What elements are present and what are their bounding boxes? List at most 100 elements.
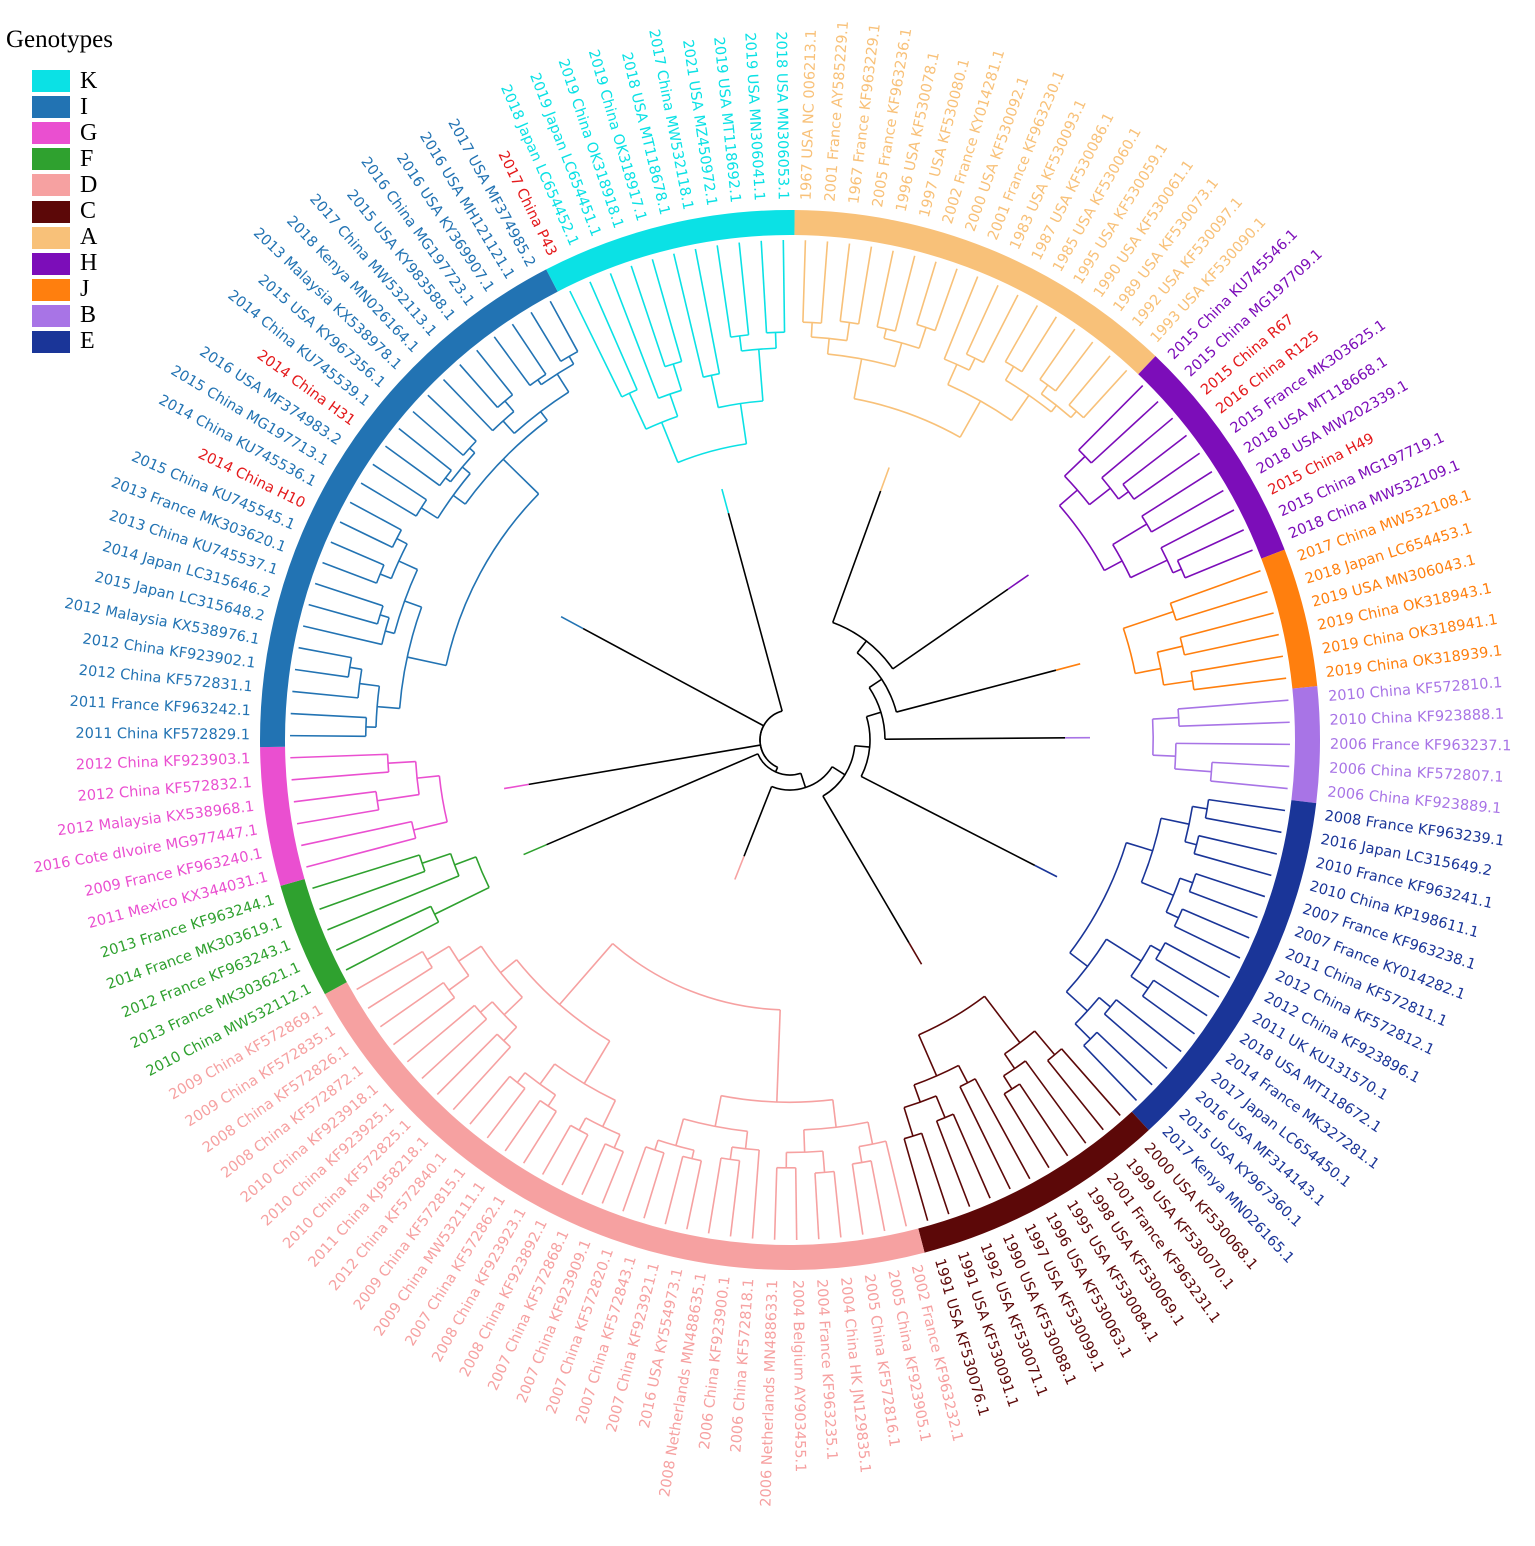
branch-line [1010,394,1030,421]
branch-arc [720,1157,740,1162]
branch-arc [509,1075,526,1090]
branch-line [1172,568,1182,574]
branch-arc [524,1072,556,1096]
branch-line [654,1139,659,1151]
branch-line [504,1100,541,1152]
branch-line [968,357,976,371]
branch-arc [858,1140,887,1148]
legend-item: K [6,68,113,94]
branch-line [1039,328,1076,380]
branch-line [1047,1060,1104,1131]
branch-line [426,945,450,961]
branch-line [1101,417,1174,479]
legend-swatch [32,330,70,353]
branch-arc [445,493,540,666]
branch-line [822,1151,826,1173]
branch-arc [1165,877,1181,913]
branch-line [1184,840,1197,846]
branch-line [452,494,466,505]
branch-line [1152,754,1176,757]
backbone-line [528,744,761,786]
branch-line [1130,975,1149,989]
branch-line [694,248,721,374]
branch-line [479,1001,493,1013]
legend-title: Genotypes [6,26,113,53]
branch-arc [966,353,984,364]
legend-item: G [6,120,113,146]
backbone-line [884,737,1065,741]
branch-line [349,666,362,671]
branch-line [516,1072,526,1083]
clade-stem [879,467,890,492]
branch-arc [658,389,682,400]
branch-line [339,521,393,549]
branch-line [832,1099,837,1128]
branch-line [367,966,433,1010]
band-segment-J [1261,549,1318,689]
branch-line [1210,780,1288,790]
branch-line [1074,1023,1091,1040]
branch-line [1122,434,1188,485]
branch-line [803,1129,806,1153]
legend-swatch [32,226,70,249]
branch-line [294,668,349,678]
branch-line [476,349,514,396]
branch-line [1179,877,1193,884]
branch-line [1177,529,1245,562]
branch-line [335,905,432,951]
branch-arc [840,320,859,325]
branch-line [686,1160,703,1230]
branch-arc [1122,483,1135,500]
legend-swatch [32,96,70,119]
branch-line [870,1160,886,1232]
branch-line [427,394,477,442]
branch-arc [1130,944,1152,977]
branch-line [412,410,464,456]
branch-line [857,246,873,325]
branch-line [549,300,579,352]
band-segment-C [918,1111,1149,1253]
branch-line [1180,612,1274,639]
branch-arc [645,415,678,430]
branch-line [1068,355,1111,406]
branch-arc [414,761,420,795]
branch-line [1175,742,1290,746]
branch-line [392,997,456,1046]
branch-line [1065,991,1088,1012]
branch-line [349,501,402,531]
legend-item: F [6,146,113,172]
branch-line [628,392,647,430]
leaf-label: 1967 USA NC 006213.1 [799,29,820,200]
branch-arc [529,373,547,387]
branch-line [589,281,638,391]
legend-label: F [80,145,94,172]
branch-arc [357,669,363,698]
branch-line [327,875,460,931]
branch-line [454,856,477,866]
branch-line [407,656,447,667]
leaf-label: 2018 USA MN306053.1 [773,31,791,200]
branch-line [630,265,666,367]
branch-line [314,582,384,607]
branch-line [377,793,420,802]
branch-line [1184,549,1253,579]
branch-line [379,573,392,580]
legend-swatch [32,278,70,301]
branch-line [744,1131,749,1149]
branch-line [502,458,540,495]
branch-arc [853,397,961,438]
genotype-band [260,210,1320,1271]
clade-stem [908,942,923,965]
branch-line [1153,979,1208,1017]
band-segment-K [546,210,795,292]
branch-line [1069,952,1089,968]
clade-stem [503,783,529,790]
branch-line [601,1151,625,1204]
band-segment-A [794,210,1156,375]
branch-line [1184,633,1279,656]
branch-line [379,981,444,1028]
branch-line [360,482,417,517]
leaf-label: 2001 France AY585229.1 [823,20,853,202]
branch-line [1189,890,1258,919]
